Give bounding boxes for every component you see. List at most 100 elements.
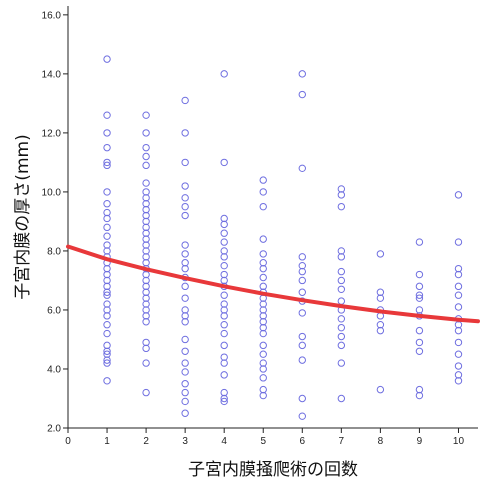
data-point [181, 182, 189, 190]
data-point [376, 294, 385, 302]
data-point [415, 291, 424, 299]
data-point [142, 318, 150, 326]
data-point [415, 294, 424, 302]
y-axis-title: 子宮内膜の厚さ(mm) [13, 134, 33, 299]
data-point [337, 394, 346, 403]
data-point [220, 238, 228, 246]
data-point [103, 377, 111, 385]
data-point [181, 359, 189, 367]
data-point [142, 179, 150, 187]
data-point [220, 220, 228, 229]
data-point [103, 321, 111, 329]
data-point [181, 250, 189, 258]
x-tick-label: 2 [143, 436, 149, 447]
data-point [103, 158, 111, 167]
data-point [454, 377, 463, 385]
data-point [181, 409, 189, 417]
data-point [103, 347, 111, 355]
data-point [337, 276, 346, 285]
data-point [259, 365, 267, 373]
plot-area [67, 6, 478, 429]
data-point [454, 238, 463, 246]
data-point [415, 270, 424, 279]
data-point [220, 321, 228, 329]
data-point [337, 332, 346, 341]
data-point [298, 253, 306, 261]
data-point [220, 229, 228, 237]
data-point [337, 315, 346, 323]
data-point [220, 394, 228, 403]
x-tick-label: 8 [378, 436, 384, 447]
y-tick-label: 14.0 [42, 69, 62, 80]
data-point [103, 329, 111, 338]
data-point [337, 323, 346, 332]
data-point [454, 326, 463, 335]
data-point [220, 261, 228, 270]
data-point [181, 96, 189, 105]
data-point [454, 362, 463, 370]
data-point [142, 143, 150, 152]
x-axis-title: 子宮内膜掻爬術の回数 [188, 460, 358, 480]
data-point [454, 291, 463, 299]
data-point [220, 291, 228, 299]
data-point [220, 397, 228, 406]
data-point [298, 332, 306, 341]
data-point [298, 394, 306, 403]
data-point [376, 385, 385, 394]
data-point [454, 338, 463, 347]
data-point [415, 338, 424, 347]
data-point [181, 241, 189, 249]
data-point [103, 143, 111, 152]
data-point [415, 238, 424, 246]
data-point [298, 309, 306, 317]
data-point [454, 303, 463, 311]
data-point [259, 264, 267, 273]
data-point [103, 223, 111, 232]
data-point [337, 359, 346, 367]
data-point [259, 235, 267, 243]
data-point [103, 188, 111, 196]
data-point [142, 344, 150, 353]
data-point [181, 282, 189, 291]
data-point [181, 294, 189, 302]
data-point [259, 329, 267, 338]
y-tick-label: 8.0 [47, 246, 61, 257]
data-point [259, 374, 267, 382]
y-tick-label: 10.0 [42, 187, 62, 198]
data-point [142, 388, 150, 397]
data-point [415, 391, 424, 400]
x-tick-label: 6 [300, 436, 306, 447]
y-tick-label: 2.0 [47, 424, 61, 435]
data-point [103, 312, 111, 320]
x-tick-label: 9 [417, 436, 423, 447]
x-tick-label: 7 [339, 436, 345, 447]
y-tick-label: 12.0 [42, 128, 62, 139]
data-point [298, 267, 306, 276]
data-point [181, 388, 189, 397]
data-point [298, 356, 306, 364]
data-point [103, 232, 111, 240]
fit-curve [66, 244, 480, 324]
data-point [103, 111, 111, 119]
data-point [181, 129, 189, 137]
data-point [103, 291, 111, 299]
data-point [103, 161, 111, 170]
data-point [298, 164, 306, 173]
x-axis-ticks: 0 1 2 3 4 5 6 7 8 9 10 [65, 428, 464, 447]
data-point [142, 111, 150, 119]
data-point [376, 326, 385, 335]
data-point [298, 288, 306, 296]
data-point [337, 285, 346, 294]
data-point [142, 161, 150, 170]
y-tick-label: 16.0 [42, 10, 62, 21]
data-point [259, 391, 267, 400]
data-point [298, 70, 306, 78]
data-point [142, 152, 150, 161]
data-point [259, 176, 267, 184]
data-point [181, 158, 189, 167]
data-point [103, 359, 111, 367]
data-point [181, 380, 189, 388]
data-point [181, 368, 189, 376]
data-point [259, 273, 267, 282]
